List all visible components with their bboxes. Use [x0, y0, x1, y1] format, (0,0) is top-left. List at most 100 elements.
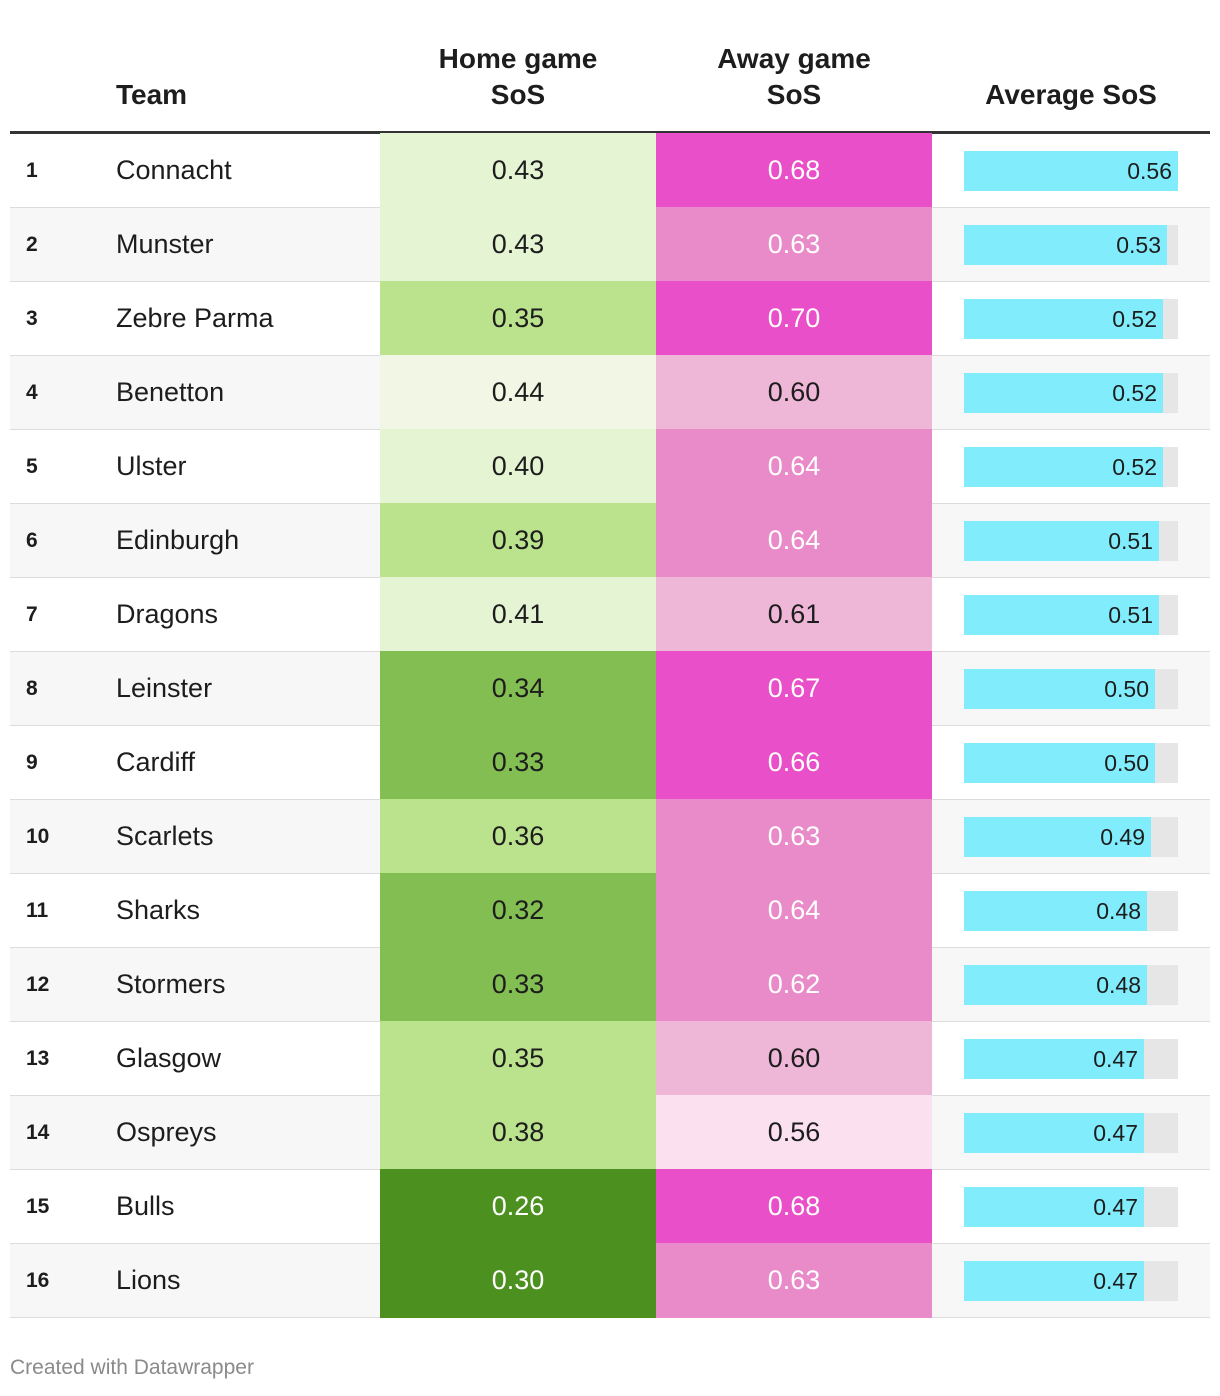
average-sos-label: 0.47	[1093, 1120, 1138, 1146]
rank-cell: 14	[26, 1121, 50, 1144]
average-sos-label: 0.48	[1096, 898, 1141, 924]
table-row: 7 Dragons 0.41 0.61 0.51	[10, 577, 1210, 652]
average-sos-bar	[964, 447, 1163, 487]
rank-cell: 15	[26, 1195, 50, 1218]
rank-cell: 9	[26, 751, 38, 774]
average-sos-label: 0.56	[1127, 158, 1172, 184]
team-cell: Munster	[116, 229, 214, 259]
home-sos-cell: 0.41	[380, 577, 656, 652]
table-row: 11 Sharks 0.32 0.64 0.48	[10, 873, 1210, 948]
average-sos-bar	[964, 151, 1178, 191]
table-body: 1 Connacht 0.43 0.68 0.56 2 Munster 0.43 0.63 0.5…	[10, 133, 1210, 1318]
average-sos-bar-track: 0.47	[964, 1261, 1178, 1301]
home-sos-cell: 0.33	[380, 725, 656, 800]
team-cell: Ulster	[116, 451, 187, 481]
table-row: 6 Edinburgh 0.39 0.64 0.51	[10, 503, 1210, 578]
average-sos-bar-track: 0.52	[964, 447, 1178, 487]
sos-table: Team Home game SoS Away game SoS Average…	[10, 0, 1210, 1318]
average-sos-bar-track: 0.49	[964, 817, 1178, 857]
average-sos-label: 0.47	[1093, 1194, 1138, 1220]
average-sos-label: 0.47	[1093, 1268, 1138, 1294]
average-sos-label: 0.49	[1100, 824, 1145, 850]
average-sos-label: 0.48	[1096, 972, 1141, 998]
header-home-line1: Home game	[438, 43, 598, 74]
team-cell: Connacht	[116, 155, 232, 185]
team-cell: Stormers	[116, 969, 226, 999]
rank-cell: 10	[26, 825, 50, 848]
team-cell: Zebre Parma	[116, 303, 274, 333]
average-sos-bar-track: 0.48	[964, 891, 1178, 931]
average-sos-label: 0.47	[1093, 1046, 1138, 1072]
home-sos-cell: 0.36	[380, 799, 656, 874]
table-row: 14 Ospreys 0.38 0.56 0.47	[10, 1095, 1210, 1170]
team-cell: Scarlets	[116, 821, 214, 851]
team-cell: Bulls	[116, 1191, 175, 1221]
away-sos-cell: 0.70	[656, 281, 932, 356]
average-sos-bar-track: 0.56	[964, 151, 1178, 191]
average-sos-bar	[964, 521, 1159, 561]
rank-cell: 4	[26, 381, 38, 404]
home-sos-cell: 0.39	[380, 503, 656, 578]
away-sos-cell: 0.64	[656, 503, 932, 578]
away-sos-cell: 0.56	[656, 1095, 932, 1170]
table-row: 9 Cardiff 0.33 0.66 0.50	[10, 725, 1210, 800]
team-cell: Glasgow	[116, 1043, 222, 1073]
average-sos-bar	[964, 1113, 1144, 1153]
table-row: 5 Ulster 0.40 0.64 0.52	[10, 429, 1210, 504]
home-sos-cell: 0.44	[380, 355, 656, 430]
table-row: 15 Bulls 0.26 0.68 0.47	[10, 1169, 1210, 1244]
rank-cell: 7	[26, 603, 38, 626]
header-away-line2: SoS	[766, 79, 822, 110]
average-sos-bar	[964, 373, 1163, 413]
average-sos-bar-track: 0.51	[964, 595, 1178, 635]
team-cell: Dragons	[116, 599, 219, 629]
home-sos-cell: 0.26	[380, 1169, 656, 1244]
average-sos-label: 0.52	[1112, 306, 1157, 332]
average-sos-bar	[964, 965, 1147, 1005]
header-away-sos[interactable]: Away game SoS	[656, 41, 932, 113]
header-home-line2: SoS	[490, 79, 546, 110]
away-sos-cell: 0.66	[656, 725, 932, 800]
average-sos-bar	[964, 817, 1151, 857]
header-team[interactable]: Team	[116, 79, 188, 110]
average-sos-label: 0.53	[1116, 232, 1161, 258]
away-sos-cell: 0.63	[656, 207, 932, 282]
away-sos-cell: 0.63	[656, 799, 932, 874]
table-row: 1 Connacht 0.43 0.68 0.56	[10, 133, 1210, 208]
average-sos-bar-track: 0.51	[964, 521, 1178, 561]
average-sos-bar	[964, 1261, 1144, 1301]
average-sos-bar-track: 0.50	[964, 669, 1178, 709]
home-sos-cell: 0.30	[380, 1243, 656, 1318]
average-sos-bar	[964, 1187, 1144, 1227]
rank-cell: 2	[26, 233, 38, 256]
average-sos-label: 0.51	[1108, 528, 1153, 554]
away-sos-cell: 0.60	[656, 355, 932, 430]
average-sos-label: 0.51	[1108, 602, 1153, 628]
home-sos-cell: 0.33	[380, 947, 656, 1022]
average-sos-bar-track: 0.48	[964, 965, 1178, 1005]
team-cell: Edinburgh	[116, 525, 240, 555]
team-cell: Sharks	[116, 895, 201, 925]
table-row: 12 Stormers 0.33 0.62 0.48	[10, 947, 1210, 1022]
footer-credit: Created with Datawrapper	[10, 1356, 254, 1379]
average-sos-bar	[964, 595, 1159, 635]
average-sos-bar	[964, 225, 1167, 265]
team-cell: Leinster	[116, 673, 213, 703]
header-home-sos[interactable]: Home game SoS	[380, 41, 656, 113]
rank-cell: 16	[26, 1269, 50, 1292]
average-sos-bar	[964, 743, 1155, 783]
home-sos-cell: 0.35	[380, 1021, 656, 1096]
away-sos-cell: 0.63	[656, 1243, 932, 1318]
rank-cell: 11	[26, 899, 49, 922]
average-sos-bar-track: 0.47	[964, 1039, 1178, 1079]
away-sos-cell: 0.68	[656, 133, 932, 208]
team-cell: Ospreys	[116, 1117, 217, 1147]
average-sos-bar-track: 0.52	[964, 373, 1178, 413]
header-average-sos[interactable]: Average SoS	[985, 79, 1157, 110]
table-row: 13 Glasgow 0.35 0.60 0.47	[10, 1021, 1210, 1096]
home-sos-cell: 0.40	[380, 429, 656, 504]
home-sos-cell: 0.38	[380, 1095, 656, 1170]
table-header: Team Home game SoS Away game SoS Average…	[10, 0, 1210, 134]
team-cell: Benetton	[116, 377, 225, 407]
header-away-line1: Away game	[717, 43, 871, 74]
